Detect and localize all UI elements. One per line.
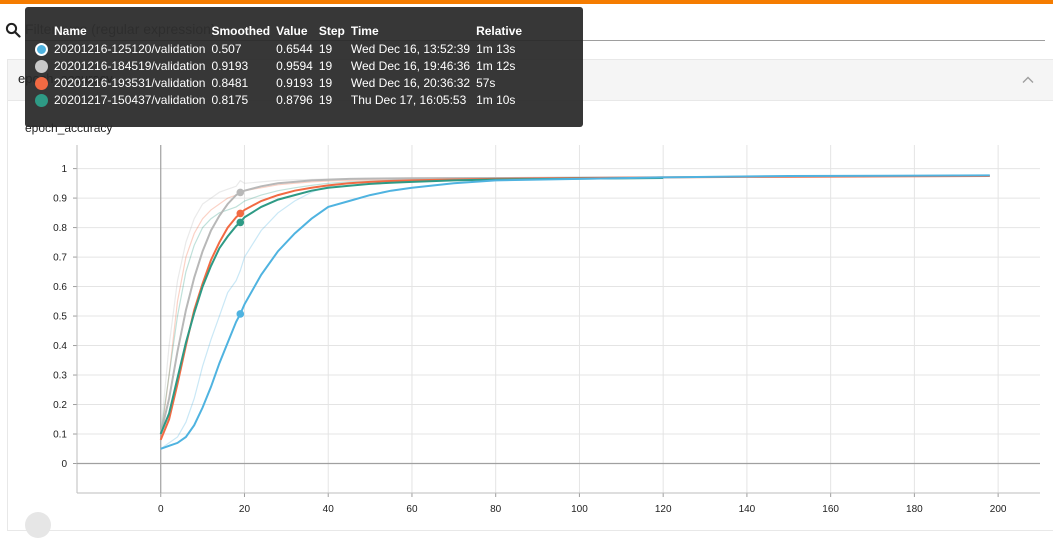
tooltip-value: 0.6544: [276, 41, 313, 56]
y-tick-label: 0.8: [53, 223, 67, 234]
epoch-accuracy-chart[interactable]: 0 20 40 60 80 100 120 140 160 180 200 0 0.1 0.2 0.3 0.4…: [0, 0, 1053, 521]
tooltip-run-name: 20201216-193531/validation: [54, 75, 206, 90]
y-tick-label: 0.2: [53, 400, 67, 411]
hover-tooltip: Name Smoothed Value Step Time Relative 2…: [25, 7, 583, 127]
y-tick-label: 0.4: [53, 341, 67, 352]
tooltip-row: 20201217-150437/validation 0.8175 0.8796…: [33, 91, 526, 108]
hover-point-marker: [236, 310, 245, 318]
y-tick-label: 0.6: [53, 282, 67, 293]
tooltip-smoothed: 0.8175: [211, 92, 249, 107]
smoothed-series-line: [159, 176, 664, 435]
tooltip-header-value: Value: [276, 24, 308, 38]
series-color-swatch: [35, 93, 48, 107]
hover-point-marker: [236, 218, 245, 227]
smoothed-series-line: [159, 177, 664, 435]
smoothed-series-line: [159, 175, 990, 441]
tooltip-relative: 1m 13s: [476, 41, 516, 56]
series-color-swatch: [35, 59, 48, 73]
x-tick-label: 60: [406, 504, 418, 515]
tooltip-header-step: Step: [318, 24, 345, 38]
tooltip-row: 20201216-125120/validation 0.507 0.6544 …: [33, 40, 526, 57]
series-color-swatch: [35, 76, 48, 90]
tooltip-run-name: 20201216-184519/validation: [54, 58, 206, 73]
smoothed-series-line: [160, 174, 990, 450]
y-tick-label: 0.1: [53, 430, 67, 441]
tooltip-row: 20201216-184519/validation 0.9193 0.9594…: [33, 57, 526, 74]
tooltip-smoothed: 0.9193: [211, 58, 249, 73]
tooltip-smoothed: 0.8481: [211, 75, 249, 90]
tooltip-header-relative: Relative: [476, 24, 523, 38]
x-tick-label: 140: [739, 504, 756, 515]
tooltip-run-name: 20201216-125120/validation: [54, 41, 206, 56]
tooltip-step: 19: [318, 41, 333, 56]
fit-domain-button[interactable]: [25, 512, 51, 538]
tooltip-relative: 1m 12s: [476, 58, 516, 73]
y-tick-label: 1: [61, 164, 67, 175]
x-tick-label: 160: [822, 504, 839, 515]
x-tick-label: 80: [490, 504, 502, 515]
tooltip-time: Thu Dec 17, 16:05:53: [350, 92, 467, 107]
tooltip-step: 19: [318, 75, 333, 90]
y-tick-label: 0.5: [53, 312, 67, 323]
tooltip-swatch-header: [33, 24, 52, 40]
tooltip-step: 19: [318, 92, 333, 107]
raw-series-line: [160, 174, 990, 450]
search-icon: [5, 22, 21, 38]
tooltip-relative: 1m 10s: [476, 92, 516, 107]
x-tick-label: 40: [323, 504, 335, 515]
x-tick-label: 0: [158, 504, 164, 515]
y-tick-label: 0: [61, 459, 67, 470]
tooltip-run-name: 20201217-150437/validation: [54, 92, 206, 107]
tooltip-smoothed: 0.507: [211, 41, 242, 56]
x-tick-label: 120: [655, 504, 672, 515]
tooltip-value: 0.9594: [276, 58, 313, 73]
y-tick-label: 0.3: [53, 371, 67, 382]
tooltip-value: 0.9193: [276, 75, 313, 90]
tooltip-time: Wed Dec 16, 19:46:36: [350, 58, 471, 73]
tooltip-table: Name Smoothed Value Step Time Relative 2…: [33, 24, 526, 108]
series-color-swatch: [35, 42, 48, 56]
raw-series-line: [160, 175, 990, 440]
tooltip-relative: 57s: [476, 75, 496, 90]
tooltip-row: 20201216-193531/validation 0.8481 0.9193…: [33, 74, 526, 91]
tooltip-value: 0.8796: [276, 92, 313, 107]
chevron-up-icon[interactable]: [1020, 72, 1036, 88]
tooltip-header-time: Time: [350, 24, 379, 38]
x-tick-label: 180: [906, 504, 923, 515]
tooltip-step: 19: [318, 58, 333, 73]
x-tick-label: 20: [239, 504, 251, 515]
tooltip-time: Wed Dec 16, 13:52:39: [350, 41, 471, 56]
hover-point-marker: [236, 188, 245, 197]
tooltip-time: Wed Dec 16, 20:36:32: [350, 75, 471, 90]
x-tick-label: 200: [990, 504, 1007, 515]
tooltip-header-smoothed: Smoothed: [211, 24, 271, 38]
tooltip-header-name: Name: [54, 24, 87, 38]
y-tick-label: 0.9: [53, 194, 67, 205]
top-accent-bar: [0, 0, 1053, 4]
hover-point-marker: [236, 209, 245, 218]
y-tick-label: 0.7: [53, 253, 67, 264]
x-tick-label: 100: [571, 504, 588, 515]
